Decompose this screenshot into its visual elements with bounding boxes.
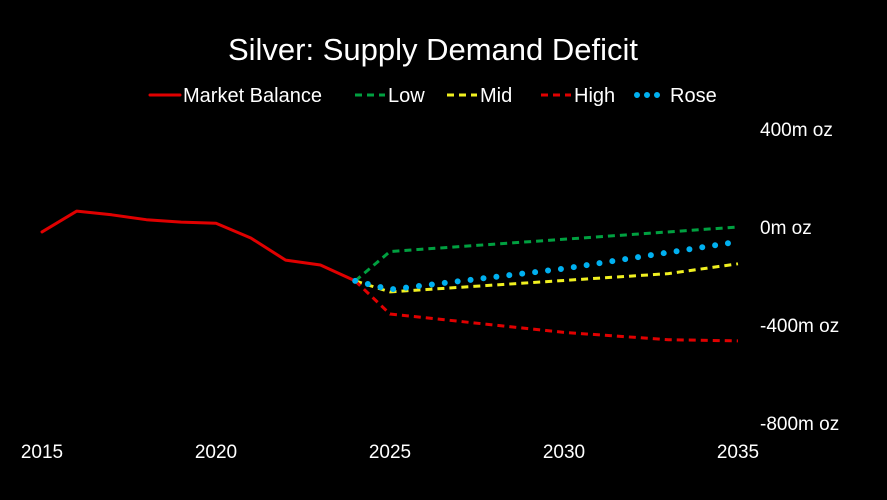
y-axis: 400m oz 0m oz -400m oz -800m oz [760, 120, 839, 435]
series-line-rose [352, 238, 741, 293]
series-line-market-balance [40, 209, 357, 283]
y-tick-label: 400m oz [760, 120, 833, 141]
x-tick-label: 2030 [543, 442, 585, 463]
series-line-low [354, 225, 739, 283]
legend-label-rose: Rose [670, 85, 717, 107]
y-tick-label: -800m oz [760, 414, 839, 435]
x-axis: 2015 2020 2025 2030 2035 [21, 442, 759, 463]
legend-label-mid: Mid [480, 85, 512, 107]
y-tick-label: -400m oz [760, 316, 839, 337]
series-line-high [354, 279, 739, 343]
chart-title: Silver: Supply Demand Deficit [228, 32, 638, 67]
legend: Market Balance Low Mid High Rose [148, 85, 717, 107]
series-line-mid [354, 262, 739, 294]
legend-label-low: Low [388, 85, 425, 107]
legend-label-market-balance: Market Balance [183, 85, 322, 107]
x-tick-label: 2025 [369, 442, 411, 463]
x-tick-label: 2035 [717, 442, 759, 463]
legend-label-high: High [574, 85, 615, 107]
x-tick-label: 2015 [21, 442, 63, 463]
plot-area [40, 209, 741, 343]
y-tick-label: 0m oz [760, 218, 812, 239]
x-tick-label: 2020 [195, 442, 237, 463]
